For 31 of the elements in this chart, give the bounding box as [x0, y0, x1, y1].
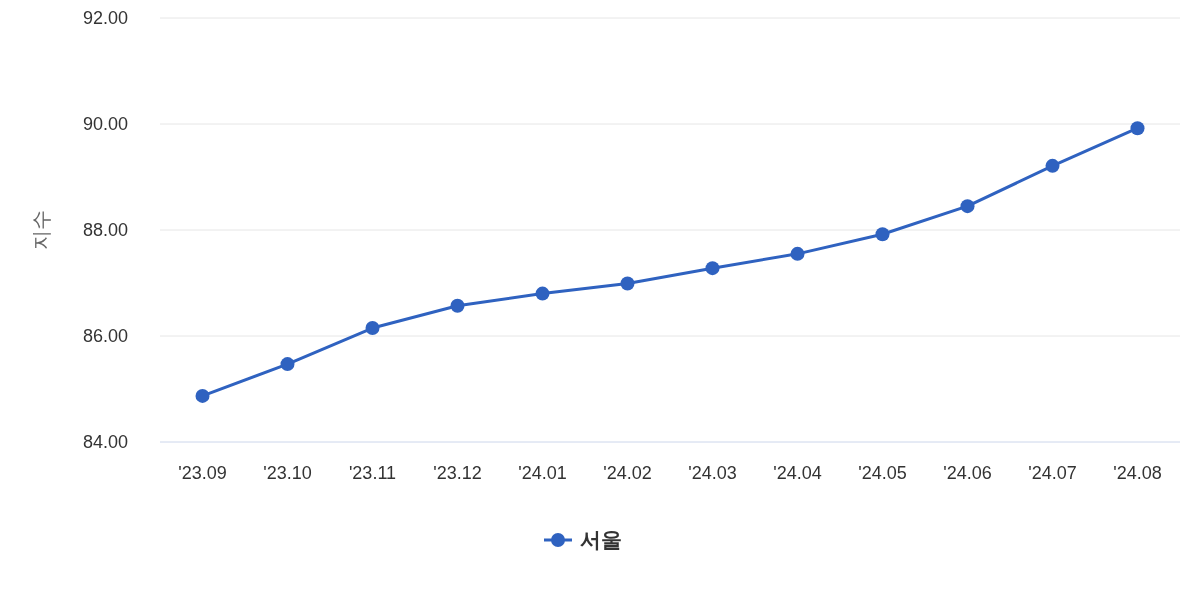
y-tick-label: 86.00 — [82, 326, 128, 346]
legend-label: 서울 — [580, 528, 622, 551]
x-tick-label: '24.02 — [603, 463, 652, 483]
x-tick-label: '24.07 — [1028, 463, 1077, 483]
point — [1045, 158, 1060, 173]
point — [280, 357, 295, 372]
x-tick-label: '24.01 — [518, 463, 567, 483]
point — [960, 199, 975, 214]
point — [705, 261, 720, 276]
point — [875, 227, 890, 242]
point — [195, 388, 210, 403]
y-tick-label: 88.00 — [82, 220, 128, 240]
x-tick-label: '24.06 — [943, 463, 992, 483]
point — [790, 246, 805, 261]
y-tick-label: 92.00 — [82, 8, 128, 28]
x-tick-label: '23.11 — [348, 463, 397, 483]
x-tick-label: '24.08 — [1113, 463, 1162, 483]
point — [535, 286, 550, 301]
y-tick-label: 84.00 — [82, 432, 128, 452]
x-tick-label: '24.05 — [858, 463, 907, 483]
x-tick-label: '24.03 — [688, 463, 737, 483]
y-tick-label: 90.00 — [82, 114, 128, 134]
point — [365, 321, 380, 336]
x-tick-label: '23.12 — [433, 463, 482, 483]
x-tick-label: '23.10 — [263, 463, 312, 483]
point — [1130, 121, 1145, 136]
x-tick-label: '24.04 — [773, 463, 822, 483]
x-tick-label: '23.09 — [178, 463, 227, 483]
point — [620, 276, 635, 291]
y-axis-title: 지수 — [30, 210, 52, 250]
point — [450, 298, 465, 313]
